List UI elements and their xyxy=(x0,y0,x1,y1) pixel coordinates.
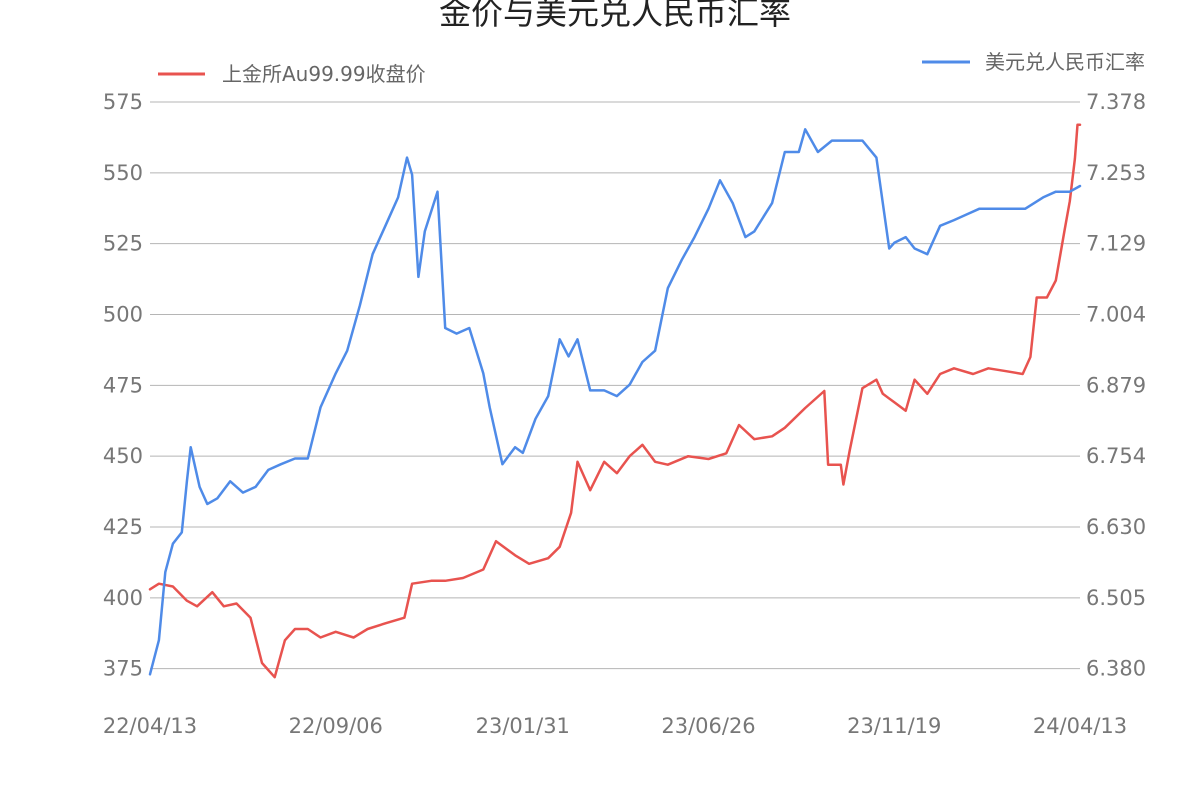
series-layer xyxy=(148,123,1082,679)
y-right-tick-label: 7.253 xyxy=(1086,161,1146,185)
x-tick-label: 23/11/19 xyxy=(847,714,941,738)
y-right-tick-label: 6.630 xyxy=(1086,515,1146,539)
right-axis-ticks: 7.378 7.253 7.129 7.004 6.879 6.754 6.630 6.505… xyxy=(1086,90,1146,681)
x-tick-label: 23/01/31 xyxy=(476,714,570,738)
chart-title: 金价与美元兑人民币汇率 xyxy=(439,0,791,32)
y-right-tick-label: 7.004 xyxy=(1086,303,1146,327)
y-left-tick-label: 500 xyxy=(103,303,143,327)
legend: 上金所Au99.99收盘价 美元兑人民币汇率 xyxy=(158,50,1145,86)
y-right-tick-label: 6.879 xyxy=(1086,373,1146,397)
y-left-tick-label: 475 xyxy=(103,373,143,397)
grid-lines xyxy=(150,101,1080,670)
series-line-usdcny xyxy=(148,128,1082,676)
y-left-tick-label: 375 xyxy=(103,657,143,681)
legend-label-gold: 上金所Au99.99收盘价 xyxy=(222,62,426,86)
x-tick-label: 22/09/06 xyxy=(289,714,383,738)
y-right-tick-label: 6.505 xyxy=(1086,586,1146,610)
y-right-tick-label: 7.378 xyxy=(1086,90,1146,114)
x-tick-label: 24/04/13 xyxy=(1033,714,1127,738)
y-left-tick-label: 425 xyxy=(103,515,143,539)
y-right-tick-label: 6.380 xyxy=(1086,657,1146,681)
y-left-tick-label: 525 xyxy=(103,232,143,256)
x-axis-ticks: 22/04/13 22/09/06 23/01/31 23/06/26 23/11/19… xyxy=(103,714,1127,738)
y-left-tick-label: 400 xyxy=(103,586,143,610)
legend-label-usdcny: 美元兑人民币汇率 xyxy=(985,50,1145,74)
x-tick-label: 22/04/13 xyxy=(103,714,197,738)
y-left-tick-label: 450 xyxy=(103,444,143,468)
left-axis-ticks: 575 550 525 500 475 450 425 400 375 xyxy=(103,90,143,681)
y-left-tick-label: 550 xyxy=(103,161,143,185)
y-right-tick-label: 7.129 xyxy=(1086,232,1146,256)
y-right-tick-label: 6.754 xyxy=(1086,444,1146,468)
x-tick-label: 23/06/26 xyxy=(661,714,755,738)
series-line-gold xyxy=(148,123,1082,679)
y-left-tick-label: 575 xyxy=(103,90,143,114)
